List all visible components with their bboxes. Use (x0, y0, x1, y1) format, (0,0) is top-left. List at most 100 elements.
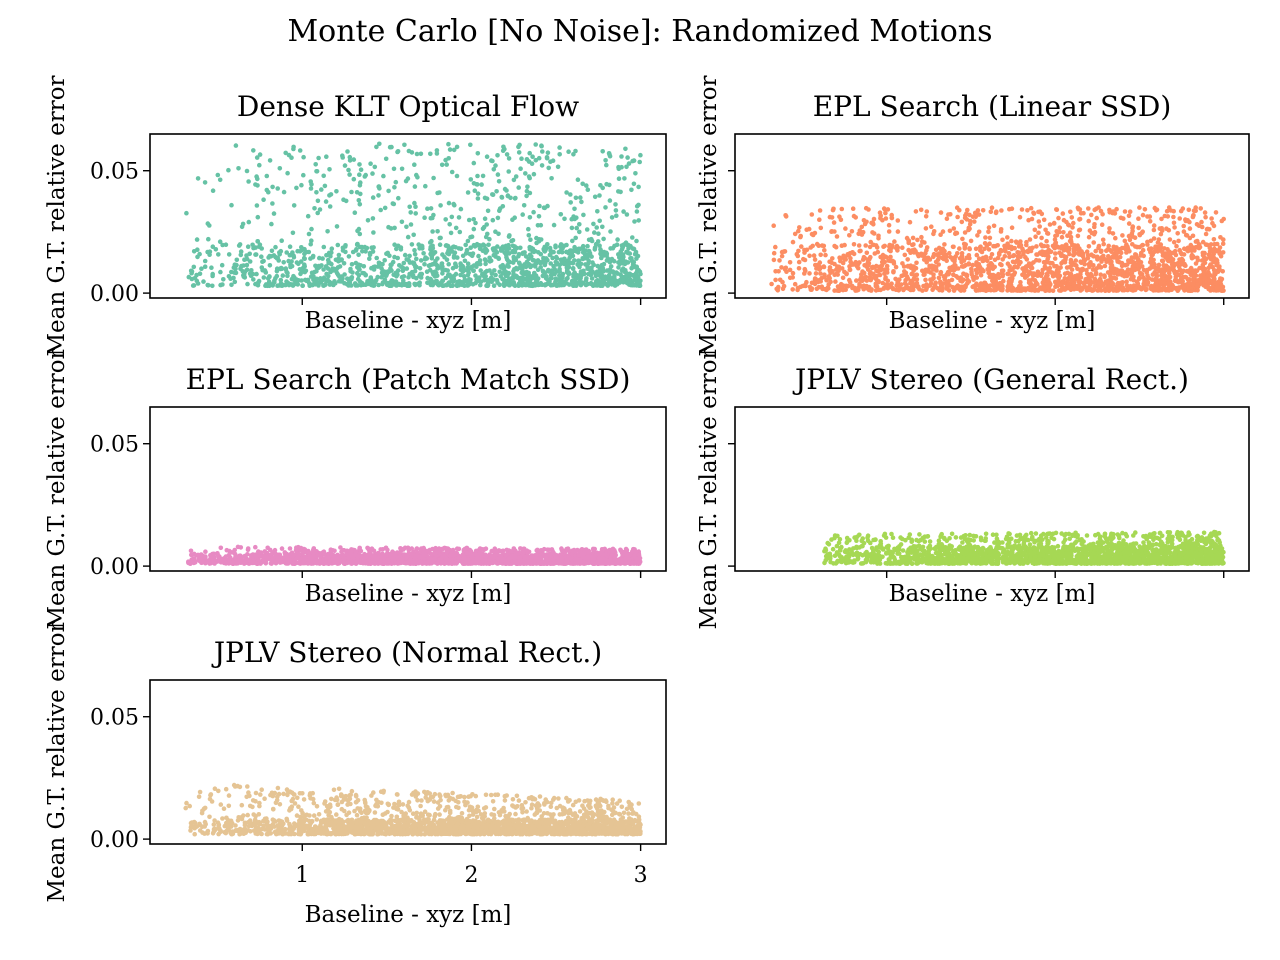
data-point (242, 269, 248, 274)
data-point (593, 273, 599, 279)
data-point (209, 265, 214, 271)
data-point (290, 230, 296, 236)
data-point (519, 270, 524, 276)
data-point (624, 270, 629, 276)
data-point (291, 203, 297, 208)
data-point (920, 268, 925, 274)
data-point (210, 244, 216, 249)
data-point (539, 143, 544, 148)
data-point (529, 161, 535, 166)
data-point (478, 268, 484, 273)
data-point (566, 149, 571, 154)
data-point (1071, 286, 1077, 292)
data-point (304, 249, 309, 255)
data-point (525, 184, 530, 189)
data-point (940, 229, 946, 234)
data-point (938, 283, 944, 289)
data-point (817, 217, 822, 222)
data-point (277, 252, 283, 257)
data-point (1088, 286, 1094, 292)
data-point (1074, 263, 1079, 268)
data-point (928, 270, 933, 275)
data-point (285, 170, 290, 176)
data-point (1018, 280, 1023, 285)
data-point (475, 191, 481, 196)
data-point (1154, 273, 1160, 279)
data-point (1007, 286, 1013, 291)
data-point (246, 179, 251, 184)
data-point (349, 189, 354, 195)
data-point (464, 283, 470, 288)
data-point (910, 281, 916, 286)
data-point (529, 245, 534, 251)
data-point (267, 158, 273, 163)
data-point (313, 162, 319, 167)
data-point (353, 283, 359, 288)
data-point (219, 262, 225, 268)
data-point (586, 237, 592, 243)
data-point (1039, 235, 1044, 241)
data-point (818, 225, 824, 231)
data-point (401, 260, 407, 266)
data-point (496, 255, 501, 261)
data-point (335, 265, 341, 270)
data-point (337, 278, 343, 284)
data-point (1119, 263, 1125, 269)
data-point (328, 269, 333, 275)
data-point (245, 281, 250, 287)
data-point (460, 253, 466, 259)
data-point (546, 165, 551, 171)
data-point (490, 246, 496, 251)
data-point (393, 279, 399, 284)
data-point (1202, 210, 1208, 215)
data-point (1128, 283, 1133, 289)
data-point (779, 253, 785, 259)
data-point (960, 264, 966, 269)
data-point (518, 166, 523, 171)
data-point (512, 283, 518, 289)
data-point (322, 183, 328, 189)
data-point (317, 207, 323, 212)
data-point (451, 201, 457, 207)
data-point (428, 215, 434, 221)
data-point (598, 247, 603, 252)
data-point (1206, 277, 1212, 283)
data-point (325, 229, 330, 234)
data-point (1027, 269, 1032, 275)
data-point (229, 202, 234, 208)
data-point (807, 253, 812, 259)
data-point (368, 161, 373, 166)
data-point (220, 242, 225, 248)
data-point (1099, 259, 1104, 264)
data-point (418, 258, 424, 263)
data-point (554, 269, 560, 274)
data-point (449, 214, 455, 220)
data-point (548, 283, 554, 288)
data-point (623, 260, 629, 266)
data-point (568, 248, 574, 253)
data-point (512, 196, 518, 201)
data-point (1136, 225, 1141, 231)
data-point (951, 244, 956, 250)
data-point (1202, 267, 1207, 272)
data-point (1142, 207, 1148, 212)
data-point (591, 221, 596, 227)
data-point (1159, 216, 1164, 222)
data-point (391, 201, 397, 207)
data-point (301, 154, 306, 160)
data-point (534, 240, 539, 246)
data-point (890, 286, 896, 292)
data-point (1211, 223, 1217, 229)
data-point (352, 210, 358, 215)
data-point (847, 267, 853, 273)
data-point (833, 279, 838, 284)
data-point (1200, 250, 1206, 256)
data-point (1092, 207, 1097, 213)
data-point (1148, 238, 1154, 244)
data-point (360, 249, 365, 254)
data-point (619, 164, 624, 170)
data-point (531, 171, 537, 177)
data-point (401, 274, 407, 279)
data-point (465, 261, 471, 267)
data-point (571, 274, 576, 279)
